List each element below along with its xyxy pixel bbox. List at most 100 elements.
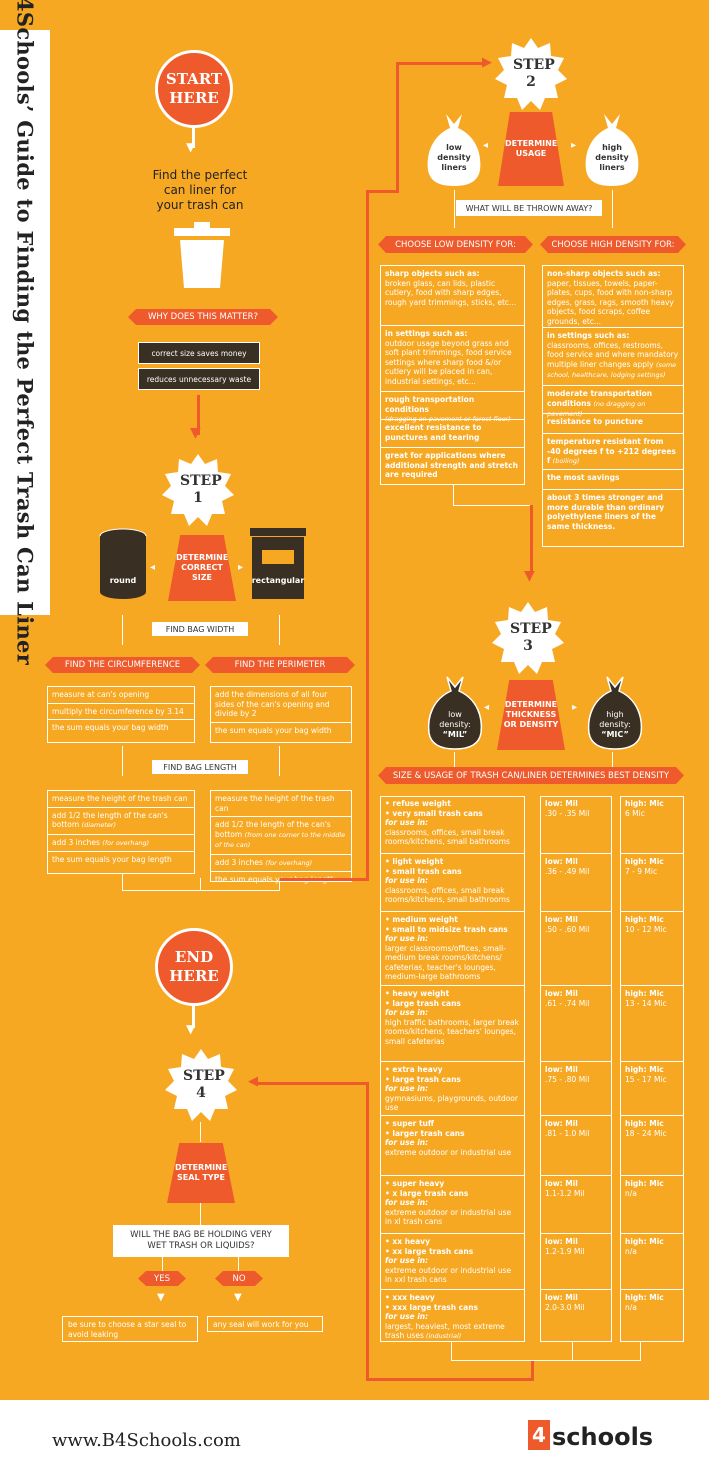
circ-row: the sum equals your bag width	[52, 723, 169, 732]
mic-cell: high: Mic 7 - 9 Mic	[620, 854, 684, 912]
step2-label: STEP 2	[513, 57, 555, 90]
connector	[451, 1342, 452, 1360]
len-note: (for overhang)	[265, 858, 313, 867]
len-row: add 1/2 the length of the can's bottom (…	[211, 817, 351, 855]
left-arrow-icon: ◀	[248, 1074, 258, 1089]
weight-label: • light weight	[385, 857, 444, 866]
mil-value: 1.1-1.2 Mil	[545, 1188, 585, 1198]
why-ribbon: WHY DOES THIS MATTER?	[128, 309, 278, 325]
circumference-box: measure at can's opening multiply the ci…	[47, 686, 195, 743]
mic-value: 18 - 24 Mic	[625, 1128, 667, 1138]
circumference-ribbon: FIND THE CIRCUMFERENCE	[45, 657, 200, 673]
b4schools-logo: 4 schools	[528, 1420, 653, 1450]
low-row-head: rough transportation conditions	[385, 395, 475, 414]
size-label: • xxx large trash cans	[385, 1302, 478, 1312]
mic-label: high: Mic	[625, 857, 664, 866]
mic-label: high: Mic	[625, 1293, 664, 1302]
start-here-circle: START HERE	[155, 50, 233, 128]
length-left-box: measure the height of the trash can add …	[47, 790, 195, 874]
trash-can-icon	[174, 222, 230, 288]
perimeter-box: add the dimensions of all four sides of …	[210, 686, 352, 743]
low-density-box: sharp objects such as: broken glass, can …	[380, 265, 525, 485]
peri-row: add the dimensions of all four sides of …	[211, 687, 351, 723]
len-note: (diameter)	[81, 821, 117, 829]
high-density-box: non-sharp objects such as: paper, tissues…	[542, 265, 684, 547]
len-row: the sum equals your bag length	[52, 855, 172, 864]
determine-usage-block: DETERMINE USAGE	[498, 112, 564, 186]
down-arrow-icon: ▼	[186, 140, 196, 154]
intro-line: your trash can	[156, 198, 244, 212]
connector	[122, 890, 280, 891]
mil-cell: low: Mil .50 - .60 Mil	[540, 912, 612, 986]
len-row: add 3 inches (for overhang)	[48, 835, 194, 852]
down-arrow-icon: ▼	[524, 568, 535, 584]
size-label: • xx large trash cans	[385, 1246, 474, 1256]
right-arrow-icon: ▸	[571, 140, 577, 151]
high-mic-label: high density: “MIC”	[593, 710, 637, 740]
len-row: measure the height of the trash can	[48, 791, 194, 808]
down-arrow-icon: ▼	[234, 1292, 242, 1303]
usage-text: gymnasiums, playgrounds, outdoor use	[385, 1093, 518, 1113]
left-arrow-icon: ◂	[484, 702, 490, 713]
mil-cell: low: Mil .30 - .35 Mil	[540, 796, 612, 854]
intro-text: Find the perfect can liner for your tras…	[130, 168, 270, 213]
mil-cell: low: Mil 1.2-1.9 Mil	[540, 1234, 612, 1290]
thrown-question-text: WHAT WILL BE THROWN AWAY?	[465, 203, 593, 213]
connector	[612, 190, 613, 228]
size-label: • x large trash cans	[385, 1188, 469, 1198]
connector	[200, 878, 201, 890]
mic-cell: high: Mic 10 - 12 Mic	[620, 912, 684, 986]
round-can-icon	[99, 528, 147, 599]
perimeter-head: FIND THE PERIMETER	[234, 660, 326, 670]
weight-label: • xx heavy	[385, 1237, 430, 1246]
determine-thickness-label: DETERMINE THICKNESS OR DENSITY	[503, 700, 559, 729]
rectangular-can-icon	[250, 528, 306, 599]
high-row-head: in settings such as:	[547, 331, 630, 340]
mil-column	[540, 796, 612, 1342]
connector	[122, 874, 123, 890]
left-arrow-icon: ◂	[483, 140, 489, 151]
circ-row: measure at can's opening	[48, 687, 194, 704]
mil-cell: low: Mil .61 - .74 Mil	[540, 986, 612, 1062]
size-label: • larger trash cans	[385, 1128, 465, 1138]
usage-cell: • extra heavy • large trash cans for use i…	[380, 1062, 525, 1116]
no-ribbon: NO	[215, 1271, 263, 1286]
find-length-text: FIND BAG LENGTH	[163, 762, 237, 772]
use-in-label: for use in:	[385, 1138, 429, 1147]
left-arrow-icon: ◂	[150, 562, 156, 573]
determine-seal-block: DETERMINE SEAL TYPE	[167, 1143, 235, 1203]
usage-note: (industrial)	[423, 1332, 462, 1340]
high-row-text: classrooms, offices, restrooms, food ser…	[547, 340, 679, 369]
mil-label: low: Mil	[545, 1065, 578, 1074]
mic-value: n/a	[625, 1246, 637, 1256]
connector	[640, 1342, 641, 1360]
connector	[280, 878, 368, 881]
down-arrow-icon: ▼	[186, 1022, 196, 1036]
right-arrow-icon: ▶	[482, 55, 492, 70]
step2-badge: STEP 2	[493, 36, 569, 112]
connector	[192, 1006, 195, 1028]
connector	[396, 62, 484, 65]
high-row: resistance to puncture	[543, 414, 683, 434]
low-row-note: (dragging on pavement or forest floor)	[385, 415, 511, 423]
mic-cell: high: Mic 13 - 14 Mic	[620, 986, 684, 1062]
mil-value: 2.0-3.0 Mil	[545, 1302, 585, 1312]
mil-cell: low: Mil .36 - .49 Mil	[540, 854, 612, 912]
step4-badge: STEP 4	[163, 1047, 239, 1123]
low-row-head: sharp objects such as:	[385, 269, 480, 278]
yes-label: YES	[154, 1273, 170, 1284]
website-url[interactable]: www.B4Schools.com	[52, 1430, 241, 1451]
high-row-text: paper, tissues, towels, paper-plates, cu…	[547, 278, 674, 326]
connector	[572, 1342, 573, 1360]
mic-value: n/a	[625, 1188, 637, 1198]
low-row-text: outdoor usage beyond grass and soft plan…	[385, 338, 512, 386]
use-in-label: for use in:	[385, 1312, 429, 1321]
footer: www.B4Schools.com 4 schools	[0, 1400, 709, 1470]
determine-seal-label: DETERMINE SEAL TYPE	[175, 1163, 228, 1182]
high-row-head: resistance to puncture	[547, 417, 643, 426]
usage-text: extreme outdoor or industrial use	[385, 1147, 512, 1157]
len-row: add 3 inches (for overhang)	[211, 855, 351, 872]
connector	[612, 752, 613, 768]
high-mic-bag-icon	[587, 676, 643, 750]
connector	[122, 746, 123, 776]
